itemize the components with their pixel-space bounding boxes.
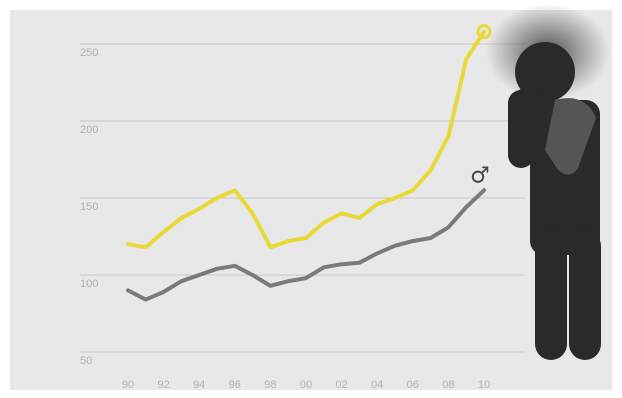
series-line-0: [126, 29, 486, 250]
series-end-circle-marker: [476, 24, 492, 40]
y-tick-label: 50: [80, 355, 92, 367]
x-tick-label: 04: [371, 379, 383, 391]
x-tick-label: 02: [335, 379, 347, 391]
gridlines: [80, 43, 525, 353]
stressed-person-figure-icon: [486, 4, 610, 360]
y-tick-label: 100: [80, 278, 98, 290]
x-tick-label: 98: [264, 379, 276, 391]
x-tick-label: 96: [229, 379, 241, 391]
figure-head: [515, 42, 575, 102]
x-tick-label: 06: [407, 379, 419, 391]
figure-raised-arm: [545, 98, 596, 175]
x-tick-label: 00: [300, 379, 312, 391]
figure-left-leg: [535, 230, 567, 360]
x-tick-label: 90: [122, 379, 134, 391]
y-tick-label: 250: [80, 47, 98, 59]
series-line-1: [126, 188, 486, 302]
y-tick-label: 150: [80, 201, 98, 213]
x-axis-ticks: 90 92 94 96 98 00 02 04 06 08 10: [122, 379, 490, 391]
series-end-markers: [476, 24, 492, 40]
figure-right-leg: [569, 230, 601, 360]
series-lines: [126, 29, 486, 302]
x-tick-label: 10: [478, 379, 490, 391]
y-tick-label: 200: [80, 124, 98, 136]
x-tick-label: 92: [157, 379, 169, 391]
male-symbol-icon: ♂: [470, 163, 490, 188]
y-axis-ticks: 50 100 150 200 250: [80, 47, 98, 367]
x-tick-label: 94: [193, 379, 205, 391]
x-tick-label: 08: [442, 379, 454, 391]
figure-hand: [512, 88, 544, 112]
